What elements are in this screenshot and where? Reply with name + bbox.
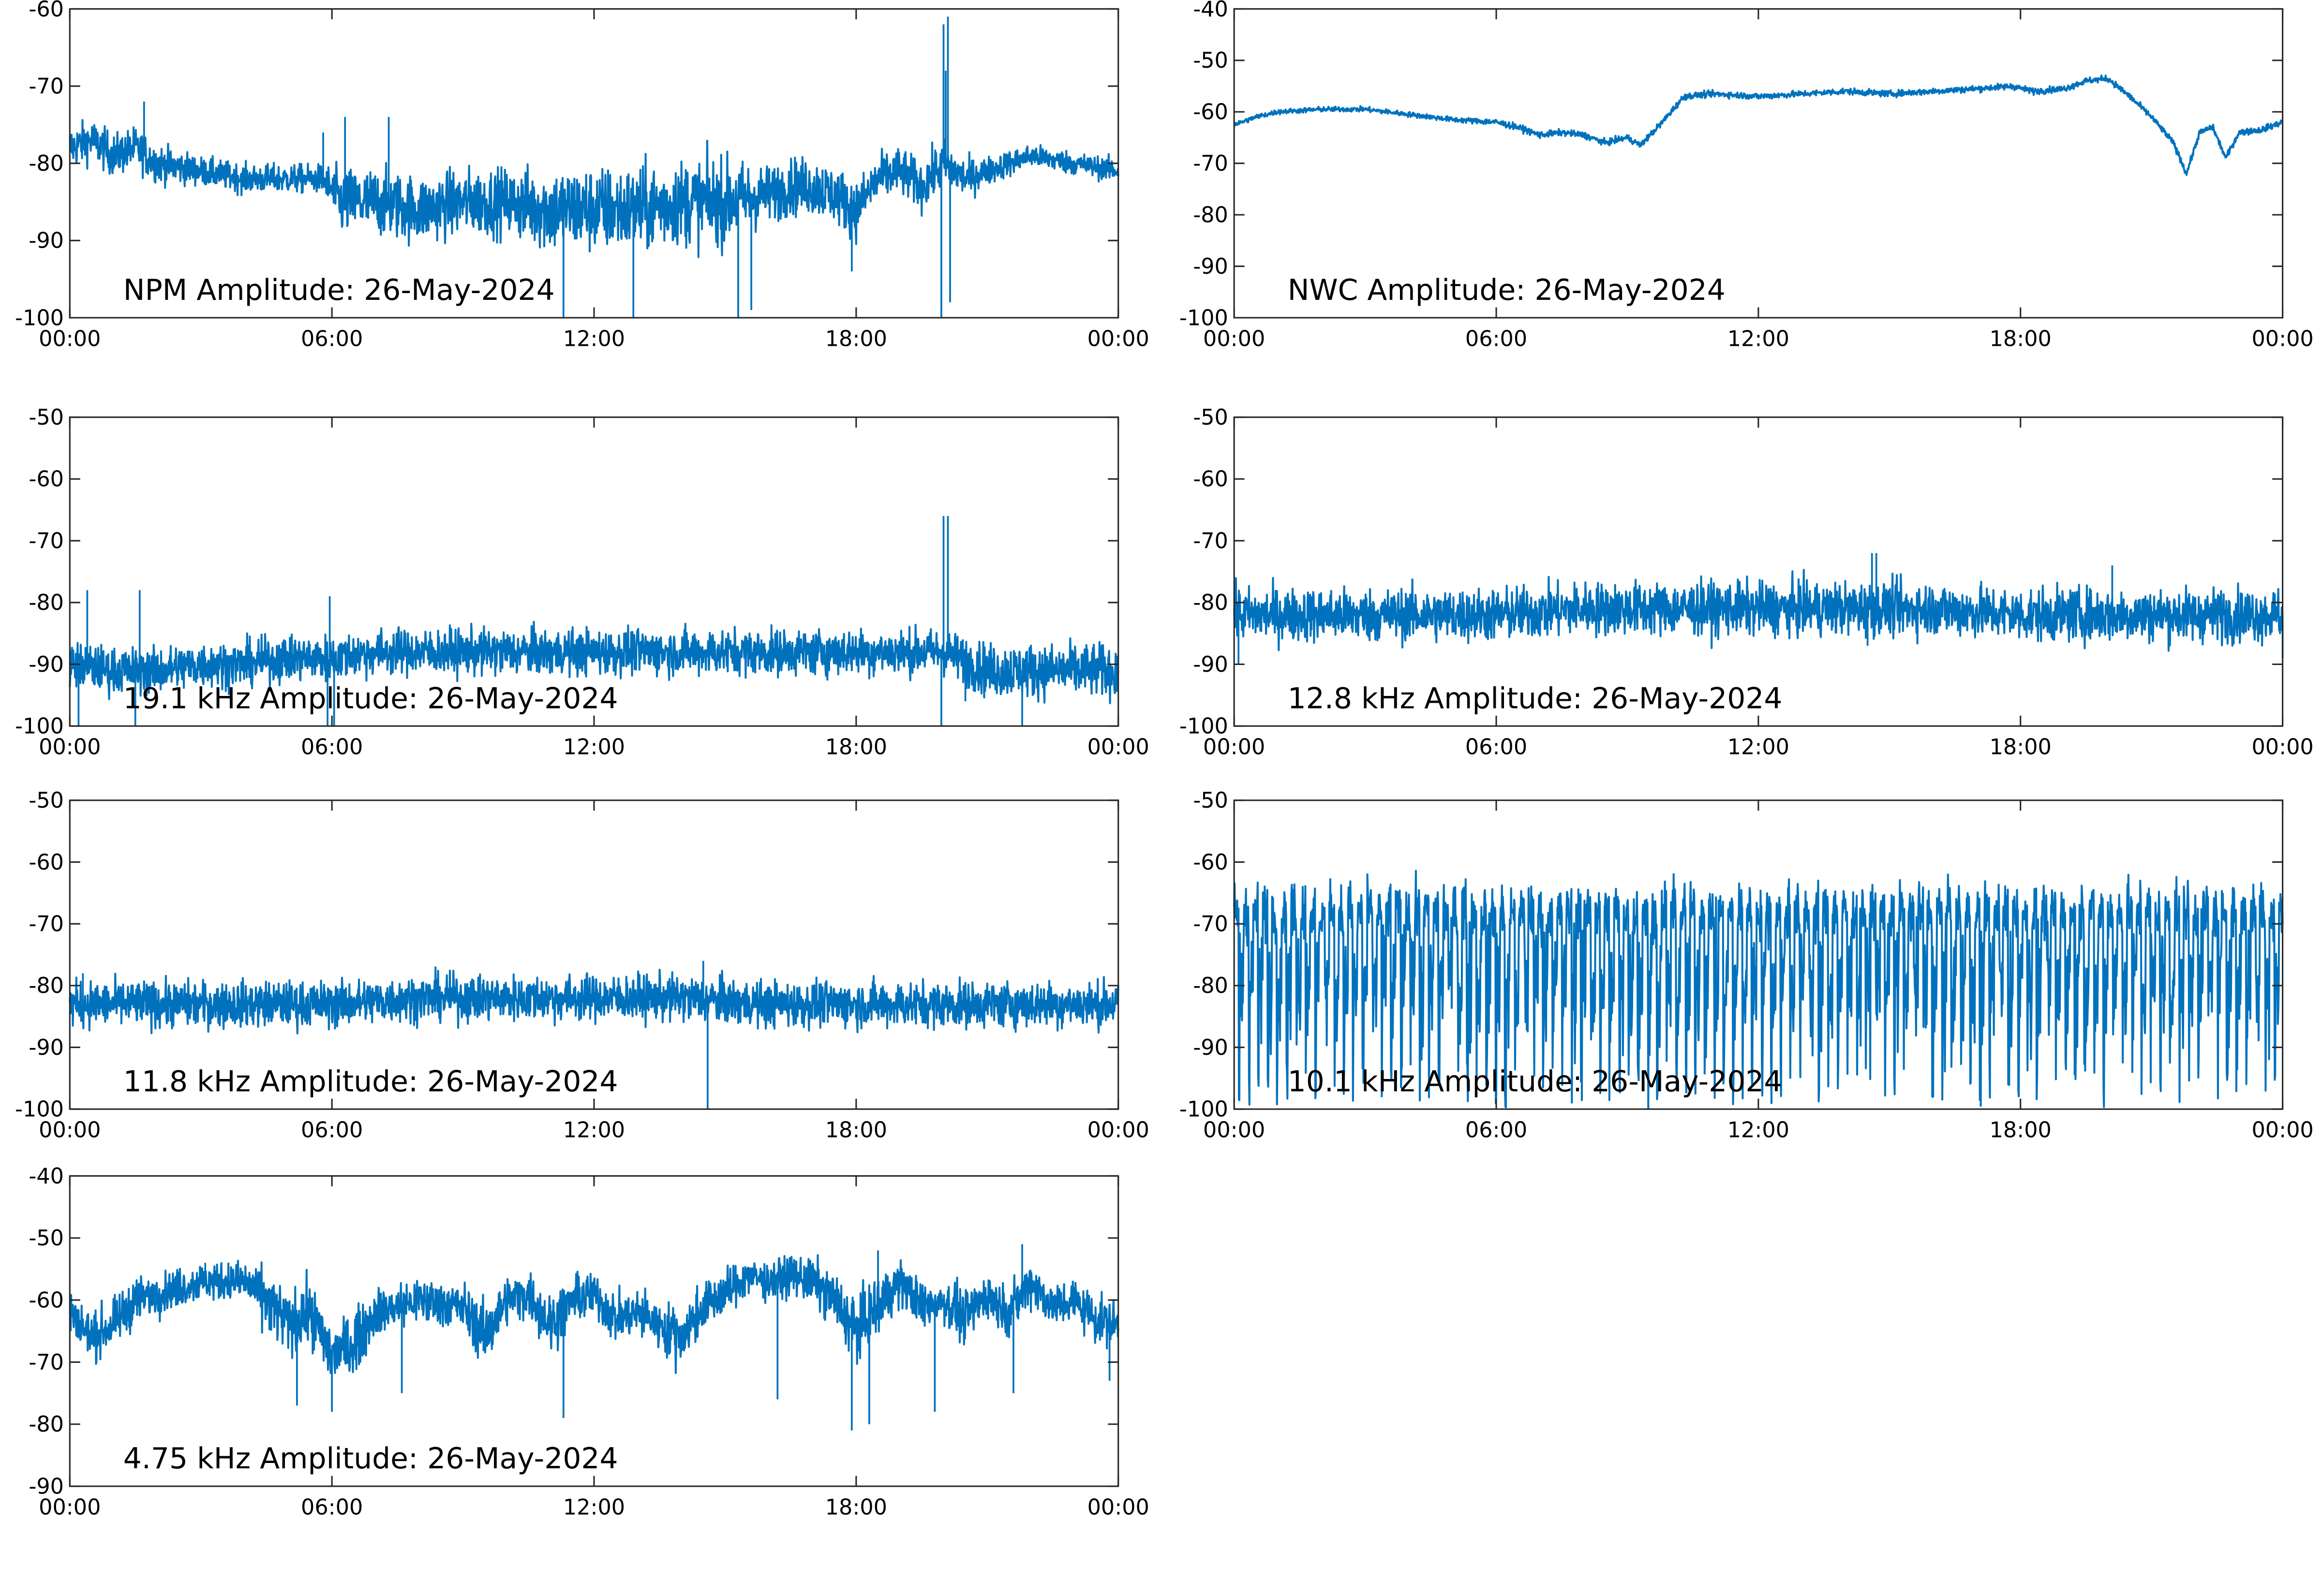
panel-title: 19.1 kHz Amplitude: 26-May-2024 — [123, 681, 618, 715]
x-tick-label: 00:00 — [2251, 326, 2313, 351]
y-tick-label: -70 — [29, 529, 64, 553]
x-tick-label: 12:00 — [563, 735, 625, 760]
x-tick-label: 00:00 — [1203, 735, 1265, 760]
x-tick-label: 12:00 — [563, 326, 625, 351]
x-tick-label: 12:00 — [1727, 1118, 1789, 1143]
panel-title: 12.8 kHz Amplitude: 26-May-2024 — [1288, 681, 1783, 715]
x-tick-label: 18:00 — [1990, 735, 2052, 760]
y-tick-label: -80 — [29, 591, 64, 615]
y-tick-label: -80 — [1193, 591, 1228, 615]
x-tick-label: 06:00 — [301, 1118, 363, 1143]
panel-title: 4.75 kHz Amplitude: 26-May-2024 — [123, 1442, 618, 1476]
y-tick-label: -80 — [29, 151, 64, 176]
y-tick-label: -70 — [1193, 912, 1228, 937]
y-tick-label: -50 — [1193, 48, 1228, 73]
x-tick-label: 00:00 — [39, 1495, 101, 1520]
y-tick-label: -90 — [1193, 652, 1228, 677]
x-tick-label: 18:00 — [825, 326, 887, 351]
panel-5: -100 -90 -80 -70 -60 -50 00:00 06:00 12:00 18:00 0… — [15, 788, 1149, 1143]
x-tick-label: 06:00 — [301, 735, 363, 760]
y-tick-label: -80 — [29, 974, 64, 998]
panel-title: 11.8 kHz Amplitude: 26-May-2024 — [123, 1064, 618, 1098]
y-tick-label: -90 — [29, 1035, 64, 1060]
y-tick-label: -100 — [15, 1097, 64, 1122]
x-tick-label: 00:00 — [1087, 1495, 1149, 1520]
y-tick-label: -100 — [1179, 714, 1228, 739]
series-line — [69, 621, 1119, 705]
y-tick-label: -70 — [29, 1350, 64, 1375]
y-tick-label: -80 — [29, 1412, 64, 1437]
x-tick-label: 18:00 — [1990, 1118, 2052, 1143]
x-tick-label: 18:00 — [825, 1495, 887, 1520]
x-tick-label: 06:00 — [1465, 735, 1527, 760]
x-tick-label: 00:00 — [1203, 326, 1265, 351]
y-tick-label: -40 — [29, 1164, 64, 1189]
y-tick-label: -60 — [29, 850, 64, 875]
series-line — [1233, 569, 2283, 652]
x-tick-label: 06:00 — [1465, 1118, 1527, 1143]
x-tick-label: 00:00 — [1087, 326, 1149, 351]
panel-4: -100 -90 -80 -70 -60 -50 00:00 06:00 12:00 18:00 0… — [1179, 405, 2314, 760]
x-tick-label: 18:00 — [825, 735, 887, 760]
y-tick-label: -60 — [29, 1288, 64, 1313]
y-tick-label: -100 — [1179, 1097, 1228, 1122]
panel-2: -100 -90 -80 -70 -60 -50 -40 00:00 06:00 12:00 18:… — [1179, 0, 2314, 351]
x-tick-label: 18:00 — [1990, 326, 2052, 351]
series-line — [1233, 870, 2284, 1110]
y-tick-label: -100 — [15, 714, 64, 739]
x-tick-label: 00:00 — [39, 1118, 101, 1143]
y-tick-label: -60 — [1193, 100, 1228, 125]
y-tick-label: -70 — [29, 74, 64, 99]
y-tick-label: -50 — [1193, 405, 1228, 430]
y-tick-label: -50 — [29, 1226, 64, 1251]
y-tick-label: -80 — [1193, 974, 1228, 998]
y-tick-label: -60 — [29, 467, 64, 492]
y-tick-label: -80 — [1193, 203, 1228, 227]
y-tick-label: -70 — [29, 912, 64, 937]
series-line — [69, 966, 1119, 1034]
x-tick-label: 12:00 — [1727, 735, 1789, 760]
x-tick-label: 00:00 — [39, 735, 101, 760]
x-tick-label: 12:00 — [563, 1118, 625, 1143]
y-tick-label: -90 — [1193, 254, 1228, 279]
y-tick-label: -100 — [15, 306, 64, 330]
x-tick-label: 00:00 — [2251, 735, 2313, 760]
panel-title: NPM Amplitude: 26-May-2024 — [123, 273, 555, 307]
y-tick-label: -70 — [1193, 529, 1228, 553]
x-tick-label: 12:00 — [563, 1495, 625, 1520]
y-tick-label: -60 — [1193, 467, 1228, 492]
panel-3: -100 -90 -80 -70 -60 -50 00:00 06:00 12:00 18:00 0… — [15, 405, 1149, 760]
x-tick-label: 06:00 — [301, 1495, 363, 1520]
x-tick-label: 00:00 — [1087, 1118, 1149, 1143]
x-tick-label: 00:00 — [39, 326, 101, 351]
x-tick-label: 00:00 — [1087, 735, 1149, 760]
panel-1: -100 -90 -80 -70 -60 00:00 06:00 12:00 18:00 00:0… — [15, 0, 1149, 351]
panel-title: NWC Amplitude: 26-May-2024 — [1288, 273, 1726, 307]
x-tick-label: 00:00 — [2251, 1118, 2313, 1143]
panel-6: -100 -90 -80 -70 -60 -50 00:00 06:00 12:00 18:00 0… — [1179, 788, 2314, 1143]
y-tick-label: -50 — [1193, 788, 1228, 813]
y-tick-label: -90 — [29, 652, 64, 677]
y-tick-label: -90 — [29, 229, 64, 253]
y-tick-label: -50 — [29, 405, 64, 430]
y-tick-label: -50 — [29, 788, 64, 813]
y-tick-label: -100 — [1179, 306, 1228, 330]
x-tick-label: 00:00 — [1203, 1118, 1265, 1143]
x-tick-label: 06:00 — [1465, 326, 1527, 351]
x-tick-label: 12:00 — [1727, 326, 1789, 351]
y-tick-label: -60 — [29, 0, 64, 22]
y-tick-label: -40 — [1193, 0, 1228, 22]
series-line — [1234, 74, 2284, 176]
y-tick-label: -60 — [1193, 850, 1228, 875]
x-tick-label: 06:00 — [301, 326, 363, 351]
y-tick-label: -90 — [1193, 1035, 1228, 1060]
y-tick-label: -70 — [1193, 151, 1228, 176]
x-tick-label: 18:00 — [825, 1118, 887, 1143]
y-tick-label: -90 — [29, 1474, 64, 1499]
series-line — [69, 1254, 1119, 1374]
panel-7: -90 -80 -70 -60 -50 -40 00:00 06:00 12:00 18:00 00… — [29, 1164, 1149, 1520]
panel-title: 10.1 kHz Amplitude: 26-May-2024 — [1288, 1064, 1783, 1098]
